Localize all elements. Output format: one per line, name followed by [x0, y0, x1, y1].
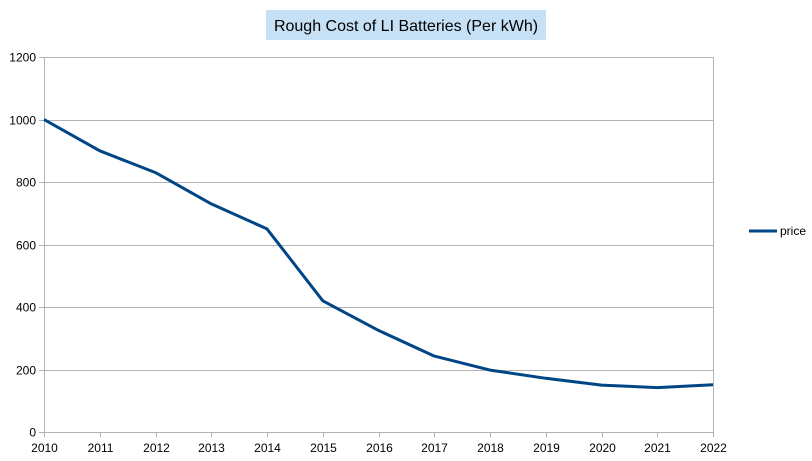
x-tick-label-2020: 2020	[589, 441, 616, 455]
data-point-2019	[544, 377, 547, 380]
x-tick-label-2015: 2015	[310, 441, 337, 455]
legend: price	[749, 224, 806, 238]
y-tick-label-400: 400	[16, 301, 36, 315]
data-point-2012	[154, 171, 157, 174]
gridlines	[44, 57, 713, 433]
data-point-2013	[210, 202, 213, 205]
data-point-2014	[266, 227, 269, 230]
x-tick-label-2019: 2019	[533, 441, 560, 455]
data-point-2016	[377, 329, 380, 332]
y-tick-label-0: 0	[29, 426, 36, 440]
x-tick-label-2016: 2016	[366, 441, 393, 455]
y-tick-label-800: 800	[16, 176, 36, 190]
data-point-2020	[600, 384, 603, 387]
series-line-price	[43, 118, 714, 390]
y-axis-tick-labels: 0 200 400 600 800 1000 1200	[9, 51, 36, 440]
data-point-2010	[43, 118, 46, 121]
x-tick-label-2011: 2011	[88, 441, 114, 455]
data-point-2011	[98, 149, 101, 152]
y-tick-label-600: 600	[16, 239, 36, 253]
axes	[39, 57, 714, 437]
legend-label-price: price	[780, 224, 806, 238]
data-point-2018	[489, 369, 492, 372]
y-tick-label-1200: 1200	[9, 51, 36, 65]
data-point-2021	[656, 386, 659, 389]
x-tick-label-2013: 2013	[198, 441, 225, 455]
x-tick-label-2021: 2021	[644, 441, 671, 455]
x-tick-label-2017: 2017	[421, 441, 448, 455]
x-tick-label-2010: 2010	[31, 441, 58, 455]
x-tick-label-2018: 2018	[477, 441, 504, 455]
x-axis-tick-labels: 2010 2011 2012 2013 2014 2015 2016 2017 2018 2019…	[31, 441, 727, 455]
chart-title: Rough Cost of LI Batteries (Per kWh)	[274, 18, 538, 35]
data-point-2022	[712, 383, 715, 386]
y-tick-label-1000: 1000	[9, 114, 36, 128]
x-tick-label-2012: 2012	[143, 441, 170, 455]
x-tick-label-2014: 2014	[254, 441, 281, 455]
data-point-2017	[433, 355, 436, 358]
title-background	[266, 10, 546, 40]
y-tick-label-200: 200	[16, 364, 36, 378]
data-point-2015	[321, 299, 324, 302]
series-lines	[43, 118, 715, 390]
x-tick-label-2022: 2022	[700, 441, 727, 455]
